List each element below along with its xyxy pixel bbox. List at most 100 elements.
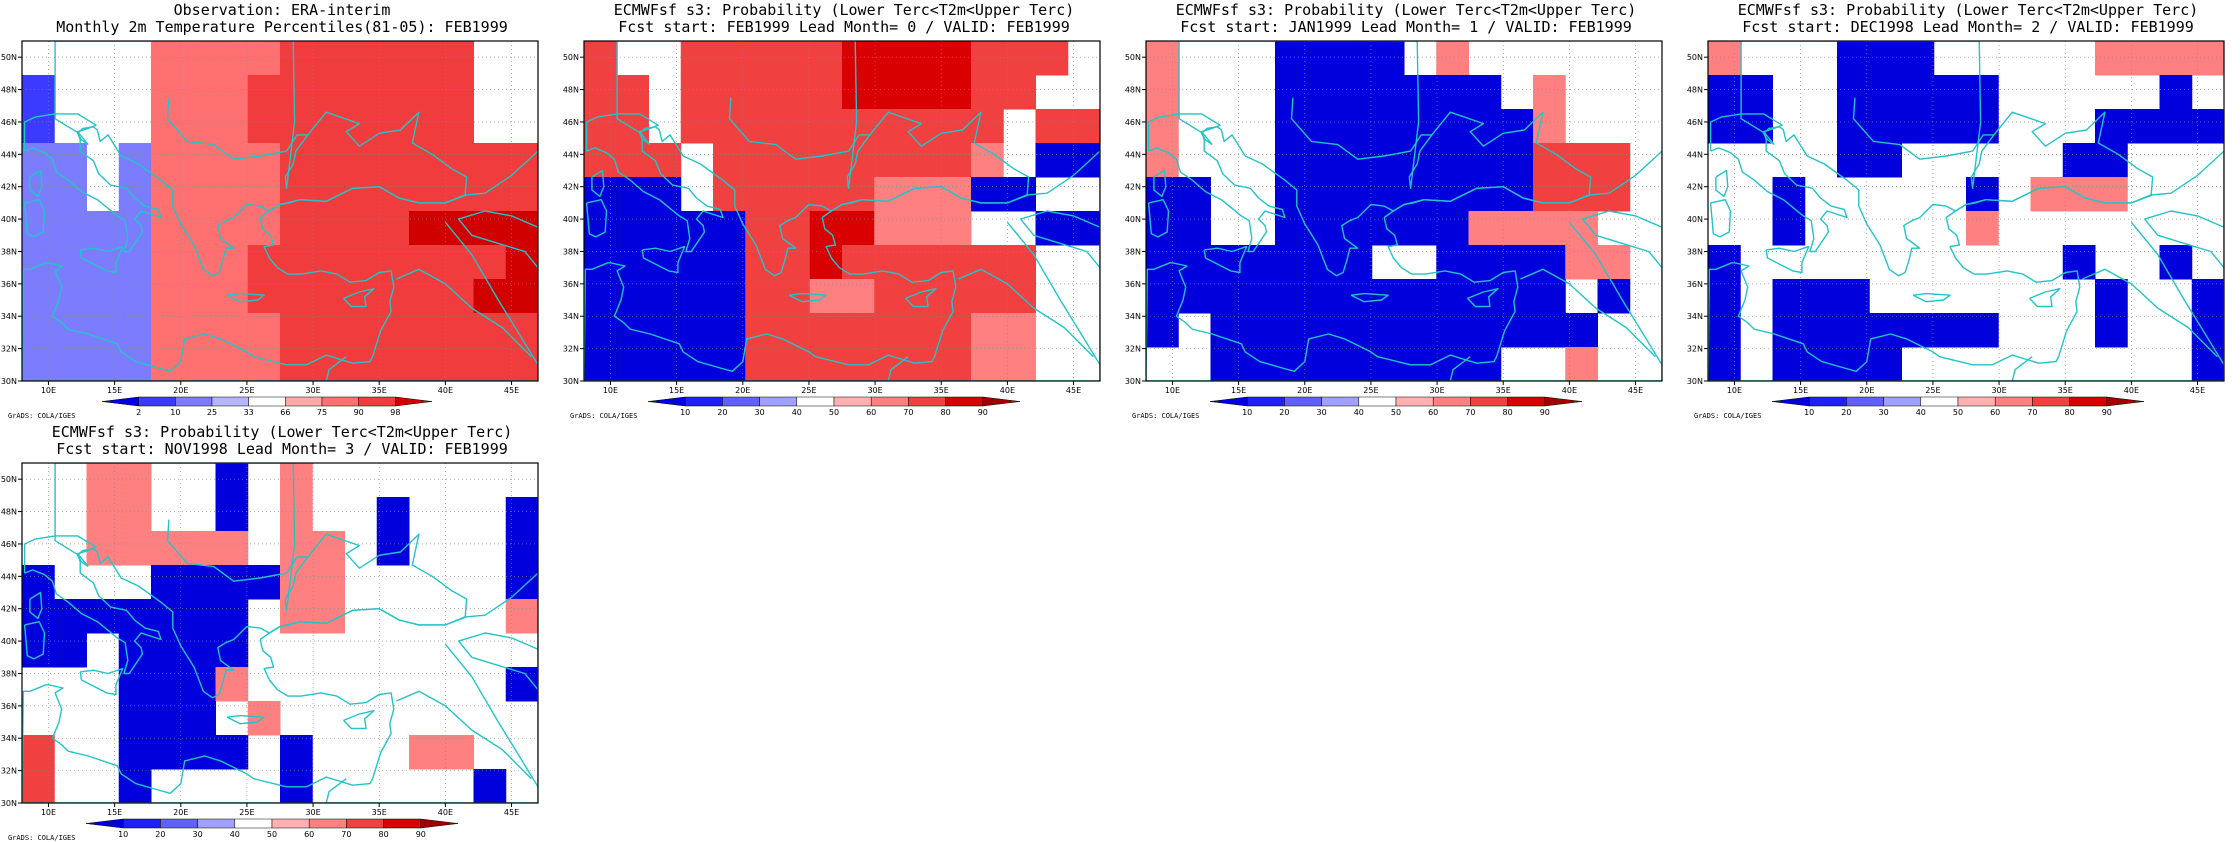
- lon-tick-label: 40E: [438, 808, 453, 817]
- shaded-cell: [151, 279, 184, 314]
- shaded-cell: [616, 109, 649, 144]
- shaded-cell: [1178, 211, 1211, 246]
- shaded-cell: [2095, 313, 2128, 348]
- lat-tick-label: 50N: [1687, 53, 1703, 62]
- lat-tick-label: 50N: [563, 53, 579, 62]
- shaded-cell: [22, 769, 55, 803]
- shaded-cell: [1468, 177, 1502, 212]
- shaded-cell: [473, 347, 507, 381]
- panel-forecast-lead-3: ECMWFsf s3: Probability (Lower Terc<T2m<…: [1, 422, 542, 842]
- color-bar-label: 90: [1540, 408, 1550, 417]
- shaded-cell: [1772, 313, 1806, 348]
- shaded-cell: [312, 109, 345, 144]
- map-content: [584, 41, 1100, 381]
- color-bar-swatch: [684, 396, 723, 407]
- lat-tick-label: 42N: [563, 183, 579, 192]
- shaded-cell: [1307, 347, 1340, 381]
- lat-tick-label: 32N: [1687, 345, 1703, 354]
- shaded-cell: [1869, 41, 1902, 76]
- lon-tick-label: 45E: [2190, 386, 2205, 395]
- shaded-cell: [874, 347, 907, 381]
- lat-tick-label: 46N: [563, 118, 579, 127]
- shaded-cell: [2159, 75, 2193, 110]
- coastline: [325, 778, 347, 803]
- color-bar-swatch: [211, 396, 249, 407]
- shaded-cell: [1371, 313, 1405, 348]
- shaded-cell: [1966, 75, 1999, 110]
- color-bar-label: 50: [267, 830, 277, 839]
- shaded-cell: [409, 109, 442, 144]
- shaded-cell: [505, 279, 538, 314]
- shaded-cell: [441, 347, 474, 381]
- color-bar: 10 20 30 40 50 60 70 80 90: [1209, 396, 1583, 417]
- shaded-cell: [183, 109, 216, 144]
- color-bar-label: 10: [118, 830, 128, 839]
- lat-tick-label: 48N: [1125, 86, 1141, 95]
- shaded-cell: [1869, 347, 1902, 381]
- shaded-cell: [118, 531, 152, 566]
- shaded-cell: [2191, 109, 2224, 144]
- shaded-cell: [312, 565, 345, 600]
- shaded-cell: [1035, 211, 1069, 246]
- coastline: [1708, 150, 2224, 381]
- shaded-cell: [1178, 245, 1211, 280]
- shaded-cell: [1436, 279, 1469, 314]
- shaded-cell: [409, 347, 442, 381]
- coastline: [1765, 245, 1810, 274]
- shaded-cell: [809, 143, 843, 178]
- shaded-cell: [344, 313, 378, 348]
- shaded-cell: [1339, 279, 1373, 314]
- coastline: [591, 169, 605, 198]
- shaded-cell: [680, 109, 714, 144]
- shaded-cell: [118, 279, 152, 314]
- lon-tick-label: 15E: [1793, 386, 1808, 395]
- shaded-cell: [2062, 143, 2096, 178]
- color-bar-label: 80: [941, 408, 951, 417]
- shaded-cell: [1966, 177, 1999, 212]
- shaded-cell: [777, 347, 811, 381]
- shaded-cell: [344, 75, 378, 110]
- shaded-cell: [906, 143, 940, 178]
- coastline: [444, 643, 538, 788]
- shaded-cell: [777, 211, 811, 246]
- color-bar-label: 20: [1279, 408, 1289, 417]
- shaded-cell: [713, 41, 746, 76]
- color-bar-swatch: [1432, 396, 1471, 407]
- shaded-cell: [376, 245, 410, 280]
- panel-subtitle: Monthly 2m Temperature Percentiles(81-05…: [56, 18, 508, 36]
- lat-tick-label: 34N: [1, 734, 17, 743]
- grads-credit: GrADS: COLA/IGES: [8, 412, 76, 420]
- shaded-cell: [938, 245, 972, 280]
- shaded-cell: [312, 41, 345, 76]
- shaded-cell: [842, 143, 875, 178]
- shaded-cell: [1533, 245, 1566, 280]
- shaded-cell: [441, 75, 474, 110]
- coastline: [226, 292, 265, 303]
- coastline: [1019, 210, 1100, 269]
- panel-forecast-lead-1: ECMWFsf s3: Probability (Lower Terc<T2m<…: [1125, 0, 1666, 420]
- shaded-cell: [1500, 245, 1534, 280]
- shaded-cell: [1404, 211, 1437, 246]
- lat-tick-label: 48N: [1, 508, 17, 517]
- coastline: [2143, 210, 2224, 269]
- shaded-cell: [1436, 245, 1469, 280]
- shaded-cell: [183, 347, 216, 381]
- coastline: [166, 519, 308, 582]
- shaded-cell: [505, 599, 538, 634]
- shaded-cell: [215, 177, 249, 212]
- map: 10E 15E 20E 25E 30E 35E 40E 45E 30N 32N 34N 36N 38N 4…: [563, 40, 1101, 417]
- shaded-cell: [1708, 75, 1741, 110]
- shaded-cell: [505, 531, 538, 566]
- shaded-cell: [777, 41, 811, 76]
- shaded-cell: [745, 41, 778, 76]
- shaded-cell: [777, 109, 811, 144]
- lon-tick-label: 15E: [1231, 386, 1246, 395]
- lat-tick-label: 30N: [563, 377, 579, 386]
- lat-tick-label: 44N: [1, 150, 17, 159]
- shaded-cell: [1371, 347, 1405, 381]
- coastline: [23, 198, 46, 238]
- shaded-cell: [745, 143, 778, 178]
- lat-tick-label: 46N: [1125, 118, 1141, 127]
- shaded-cell: [409, 735, 442, 770]
- shaded-cell: [1436, 75, 1469, 110]
